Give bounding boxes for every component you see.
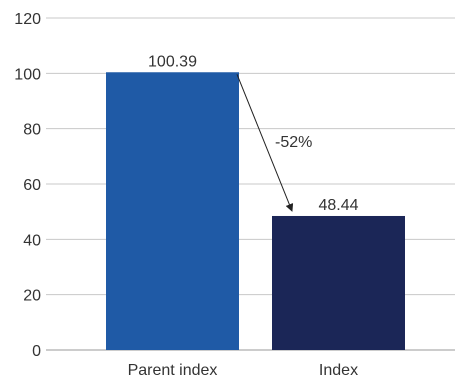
x-tick-label: Index [319,362,358,379]
bars [106,72,405,350]
y-tick-label: 0 [32,343,41,360]
data-labels: 100.39 48.44 [148,53,359,214]
x-tick-label: Parent index [128,362,218,379]
change-arrow [236,74,294,212]
y-tick-label: 20 [23,288,41,305]
data-label: 48.44 [318,197,358,214]
y-tick-label: 60 [23,177,41,194]
x-axis-ticks: Parent index Index [128,362,358,379]
y-axis-ticks: 0 20 40 60 80 100 120 [14,11,41,360]
bar [106,72,239,350]
y-tick-label: 120 [14,11,41,28]
y-tick-label: 40 [23,232,41,249]
y-tick-label: 100 [14,66,41,83]
data-label: 100.39 [148,53,197,70]
y-tick-label: 80 [23,122,41,139]
change-annotation: -52% [236,74,312,212]
bar [272,215,405,350]
change-label: -52% [275,134,312,151]
